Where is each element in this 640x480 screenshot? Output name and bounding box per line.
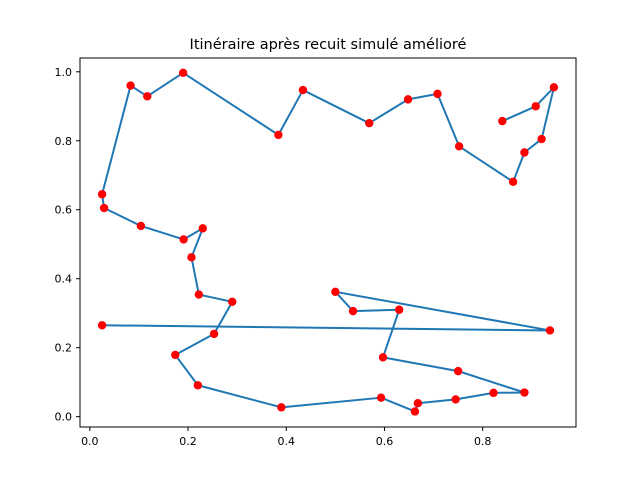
city-point [99, 203, 109, 213]
y-tick-label: 0.2 [55, 342, 73, 355]
city-point [331, 287, 340, 297]
x-tick-label: 0.2 [179, 435, 197, 448]
y-tick-label: 0.6 [55, 204, 73, 217]
city-point [545, 326, 555, 335]
x-tick-label: 0.8 [474, 435, 492, 448]
chart-title: Itinéraire après recuit simulé amélioré [190, 37, 467, 53]
x-tick-label: 0.4 [278, 435, 296, 448]
city-point [97, 321, 107, 330]
city-point [97, 190, 107, 199]
city-point [365, 118, 374, 128]
city-point [171, 350, 180, 360]
city-point [453, 366, 463, 376]
city-point [378, 353, 388, 362]
city-point [410, 407, 420, 416]
city-point [193, 381, 203, 390]
city-point [277, 403, 286, 412]
city-point [498, 116, 507, 126]
city-point [395, 305, 404, 314]
city-point [376, 393, 386, 402]
city-point [348, 306, 358, 316]
y-tick-label: 0.8 [55, 135, 73, 148]
city-point [520, 388, 529, 397]
city-point [274, 130, 283, 140]
axes-frame [79, 57, 577, 428]
y-tick-label: 1.0 [55, 66, 73, 79]
city-point [508, 177, 518, 187]
y-axis: 0.0 0.2 0.4 0.6 0.8 1.0 [55, 66, 80, 424]
city-point [179, 235, 188, 244]
city-point [198, 224, 207, 233]
city-point [228, 297, 237, 307]
city-point [489, 388, 498, 398]
city-point [194, 290, 204, 299]
city-point [178, 68, 188, 78]
city-point [298, 85, 308, 95]
city-point [209, 329, 219, 339]
city-point [413, 399, 423, 408]
city-point [136, 221, 146, 231]
city-point [520, 148, 529, 157]
city-point [537, 134, 546, 144]
route-line [101, 71, 555, 413]
city-point [549, 83, 559, 92]
x-tick-label: 0.6 [376, 435, 394, 448]
city-point [403, 95, 413, 104]
city-point [187, 253, 196, 262]
y-tick-label: 0.4 [55, 273, 73, 286]
x-axis: 0.0 0.2 0.4 0.6 0.8 [81, 427, 491, 448]
x-tick-label: 0.0 [81, 435, 99, 448]
city-point [531, 102, 540, 111]
city-point [433, 89, 442, 99]
city-point [143, 92, 152, 101]
plot-area [97, 68, 559, 416]
city-point [451, 395, 460, 404]
y-tick-label: 0.0 [55, 411, 73, 424]
city-point [454, 142, 464, 151]
city-point [126, 81, 135, 90]
